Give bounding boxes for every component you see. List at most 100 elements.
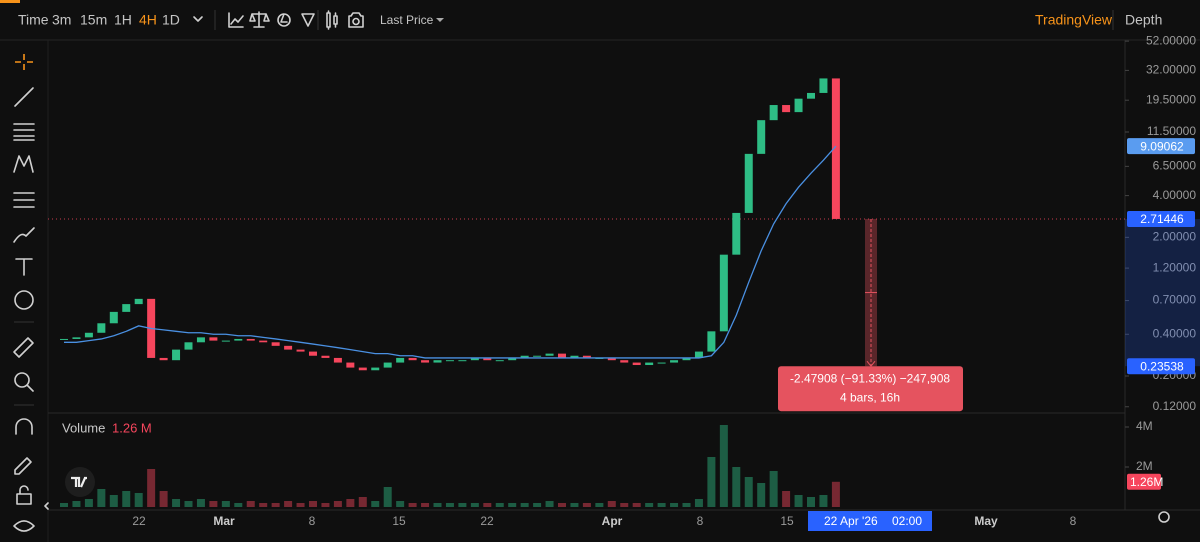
volume-bar — [433, 503, 442, 507]
alert-icon[interactable] — [277, 13, 291, 27]
volume-bar — [358, 497, 367, 507]
candle-body — [421, 360, 430, 363]
channel-tool[interactable] — [13, 123, 35, 141]
volume-bar — [645, 503, 654, 507]
candle-body — [172, 349, 181, 361]
volume-bar — [396, 501, 405, 507]
volume-bar — [72, 501, 81, 507]
candle-body — [582, 355, 591, 358]
chart-mode-tradingview[interactable]: TradingView — [1035, 12, 1113, 28]
candle-body — [284, 345, 293, 350]
volume-bar — [620, 503, 629, 507]
candle-body — [122, 304, 131, 312]
lock-tool[interactable] — [16, 485, 32, 505]
text-tool[interactable] — [15, 258, 33, 276]
pattern-tool[interactable] — [13, 155, 34, 173]
interval-0[interactable]: Time — [18, 12, 49, 28]
candle-body — [209, 337, 218, 341]
volume-bar — [84, 499, 93, 507]
volume-bar — [196, 499, 205, 507]
candle-body — [794, 98, 803, 113]
volume-bar — [333, 501, 342, 507]
candle-body — [707, 331, 716, 352]
lock-drawings-tool[interactable] — [14, 457, 32, 475]
interval-2[interactable]: 15m — [80, 12, 107, 28]
candle-body — [657, 362, 666, 364]
volume-bar — [458, 503, 467, 507]
screenshot-icon[interactable] — [348, 12, 364, 28]
candle-body — [632, 362, 641, 366]
x-tick-label: May — [974, 514, 998, 528]
price-type[interactable]: Last Price — [380, 13, 434, 27]
volume-bar — [520, 503, 529, 507]
candle-style-icon[interactable] — [326, 10, 338, 30]
volume-bar — [122, 491, 131, 507]
candle-body — [645, 362, 654, 366]
candle-body — [682, 357, 691, 361]
volume-bar — [831, 481, 840, 507]
measure-change: -2.47908 (−91.33%) −247,908 — [790, 371, 950, 385]
scroll-left[interactable] — [44, 502, 49, 510]
candle-body — [445, 360, 454, 362]
y-tick-label: 11.50000 — [1147, 124, 1196, 138]
candle-body — [744, 153, 753, 213]
price-type-dropdown[interactable] — [436, 18, 444, 22]
volume-title: Volume — [62, 420, 105, 435]
price-tag: 9.09062 — [1140, 139, 1184, 153]
fib-tool[interactable] — [13, 192, 35, 208]
volume-bar — [221, 501, 230, 507]
candle-body — [694, 351, 703, 358]
left-toolbar — [13, 54, 35, 532]
candle-body — [184, 342, 193, 350]
interval-4[interactable]: 4H — [139, 12, 157, 28]
zoom-tool[interactable] — [14, 372, 34, 392]
brush-tool[interactable] — [13, 227, 35, 243]
moving-average — [64, 145, 837, 359]
volume-tick-label: 2M — [1136, 459, 1153, 473]
crosshair-tool[interactable] — [15, 54, 33, 70]
tradingview-logo-mark — [71, 476, 87, 488]
interval-dropdown[interactable] — [193, 16, 203, 22]
settings-icon[interactable] — [1158, 511, 1170, 523]
volume-bar — [147, 469, 156, 507]
volume-tag: 1.26M — [1130, 475, 1163, 489]
measure-box — [778, 366, 963, 412]
magnet-tool[interactable] — [15, 418, 33, 435]
candle-body — [782, 105, 791, 113]
x-tick-label: 22 — [132, 514, 146, 528]
interval-1[interactable]: 3m — [52, 12, 71, 28]
candle-body — [134, 298, 143, 305]
candle-body — [72, 337, 81, 339]
volume-bar — [284, 501, 293, 507]
replay-icon[interactable] — [301, 13, 315, 27]
volume-bar — [109, 495, 118, 507]
volume-bar — [533, 503, 542, 507]
indicators-icon[interactable] — [228, 12, 244, 28]
compare-icon[interactable] — [249, 11, 270, 28]
emoji-tool[interactable] — [14, 290, 34, 310]
candle-body — [769, 105, 778, 121]
x-tick-label: Apr — [602, 514, 623, 528]
volume-bar — [757, 483, 766, 507]
volume-bar — [184, 501, 193, 507]
interval-5[interactable]: 1D — [162, 12, 180, 28]
volume-bar — [383, 487, 392, 507]
price-tag: 2.71446 — [1140, 212, 1184, 226]
x-tick-label: 22 — [480, 514, 494, 528]
volume-legend-value: 1.26 M — [112, 420, 152, 435]
candle-body — [558, 353, 566, 358]
chart-mode-depth[interactable]: Depth — [1125, 12, 1162, 28]
candle-body — [495, 360, 504, 362]
volume-tick-label: 4M — [1136, 419, 1153, 433]
hide-tool[interactable] — [13, 520, 35, 532]
top-toolbar: Last Price TradingView Depth — [193, 10, 1162, 30]
interval-3[interactable]: 1H — [114, 12, 132, 28]
volume-bar — [707, 457, 716, 507]
volume-bar — [445, 503, 454, 507]
candle-body — [371, 367, 380, 371]
candle-body — [545, 353, 554, 356]
trendline-tool[interactable] — [14, 87, 34, 107]
measure-tool[interactable] — [13, 337, 34, 358]
candle-body — [719, 254, 728, 332]
volume-bar — [134, 493, 143, 507]
